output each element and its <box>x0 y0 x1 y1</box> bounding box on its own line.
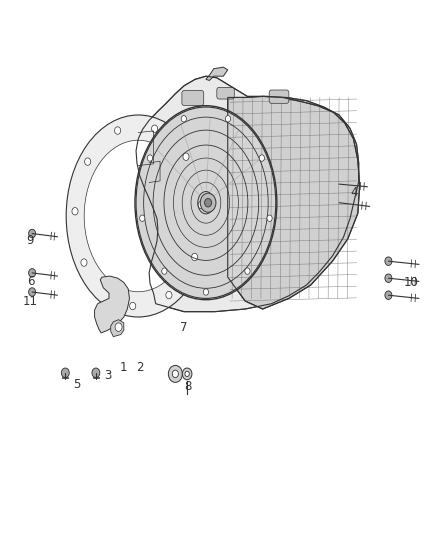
Circle shape <box>336 198 343 207</box>
Circle shape <box>181 116 187 122</box>
Text: 8: 8 <box>185 379 192 393</box>
Circle shape <box>385 274 392 282</box>
FancyBboxPatch shape <box>182 91 204 106</box>
Ellipse shape <box>136 107 276 298</box>
Circle shape <box>200 193 216 212</box>
Polygon shape <box>111 320 124 337</box>
Text: 5: 5 <box>74 378 81 391</box>
Ellipse shape <box>66 115 210 317</box>
Text: 11: 11 <box>23 295 38 308</box>
Circle shape <box>140 215 145 221</box>
Text: 4: 4 <box>350 185 358 199</box>
Circle shape <box>198 201 204 209</box>
Circle shape <box>267 215 272 221</box>
Circle shape <box>336 180 343 188</box>
Circle shape <box>115 323 122 332</box>
Circle shape <box>81 259 87 266</box>
Circle shape <box>28 229 35 238</box>
Circle shape <box>172 370 178 377</box>
Circle shape <box>259 155 265 161</box>
Polygon shape <box>228 96 360 309</box>
Polygon shape <box>95 276 130 333</box>
Circle shape <box>130 302 136 310</box>
Circle shape <box>85 158 91 165</box>
FancyBboxPatch shape <box>217 87 234 99</box>
Circle shape <box>147 155 152 161</box>
Circle shape <box>205 198 212 207</box>
Text: 3: 3 <box>104 369 111 382</box>
Polygon shape <box>206 67 228 80</box>
Polygon shape <box>136 76 359 312</box>
Circle shape <box>92 368 100 377</box>
Circle shape <box>28 269 35 277</box>
Text: 2: 2 <box>136 361 143 374</box>
Circle shape <box>385 291 392 300</box>
Text: 10: 10 <box>404 276 419 289</box>
Circle shape <box>182 368 192 379</box>
Circle shape <box>185 371 189 376</box>
Circle shape <box>168 366 182 382</box>
FancyBboxPatch shape <box>269 90 289 103</box>
Circle shape <box>28 288 35 296</box>
Circle shape <box>152 125 158 132</box>
Text: 9: 9 <box>27 235 34 247</box>
Circle shape <box>115 127 121 134</box>
Circle shape <box>166 292 172 299</box>
Text: 1: 1 <box>119 361 127 374</box>
Circle shape <box>183 153 189 160</box>
Ellipse shape <box>84 140 192 292</box>
Circle shape <box>203 289 208 295</box>
Circle shape <box>245 268 250 274</box>
Circle shape <box>61 368 69 377</box>
Circle shape <box>385 257 392 265</box>
Circle shape <box>191 253 198 261</box>
Circle shape <box>226 116 231 122</box>
Circle shape <box>162 268 167 274</box>
Circle shape <box>72 207 78 215</box>
Text: 7: 7 <box>180 321 188 334</box>
Text: 6: 6 <box>27 275 34 288</box>
